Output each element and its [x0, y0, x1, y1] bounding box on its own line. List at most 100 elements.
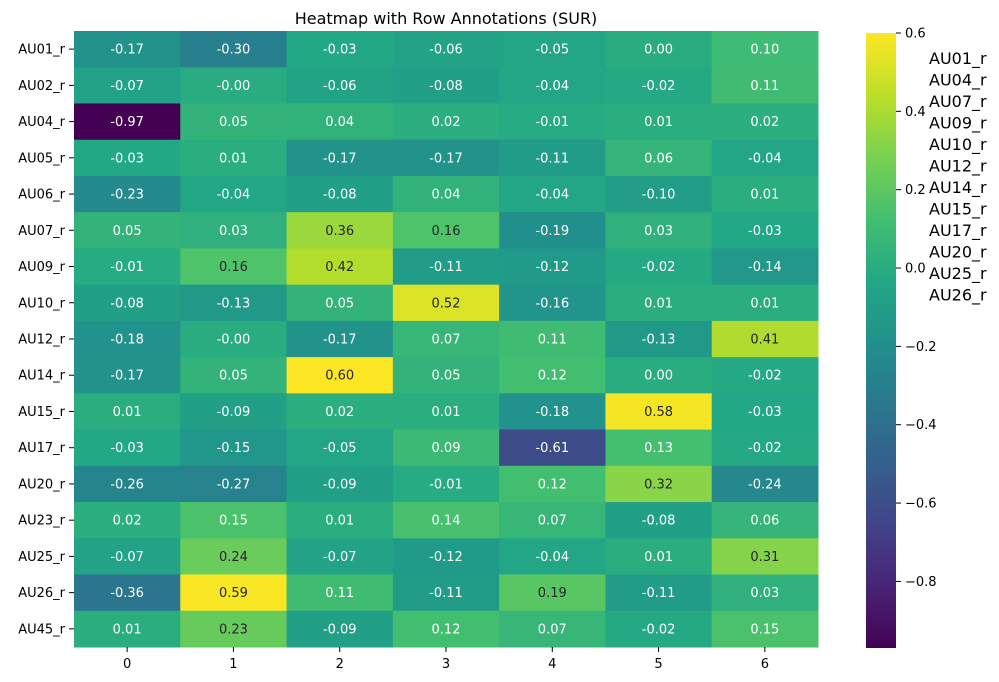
- heatmap-cell: [499, 31, 606, 68]
- row-tick-label: AU15_r: [18, 405, 65, 420]
- cell-value-label: 0.01: [644, 115, 673, 130]
- column-tick-label: 2: [336, 657, 344, 672]
- column-tick-labels: 0 1 2 3 4 5 6: [123, 647, 769, 672]
- heatmap-cell: [74, 284, 181, 322]
- heatmap-cell: [180, 393, 288, 431]
- cell-value-label: 0.12: [538, 369, 567, 384]
- cell-value-label: -0.13: [642, 333, 676, 348]
- cell-value-label: -0.08: [642, 514, 676, 529]
- heatmap-cell: [392, 212, 500, 249]
- heatmap-cell: [180, 284, 288, 322]
- cell-value-label: -0.18: [535, 405, 569, 420]
- cell-value-label: -0.09: [217, 405, 251, 420]
- heatmap-cell: [180, 538, 288, 576]
- heatmap-cell: [74, 610, 181, 648]
- cell-value-label: 0.07: [432, 333, 461, 348]
- legend-entry: AU01_r: [929, 49, 987, 69]
- heatmap-cell: [711, 175, 819, 213]
- legend-entry: AU07_r: [929, 92, 987, 112]
- heatmap-cell: [74, 357, 181, 394]
- cell-value-label: 0.16: [219, 260, 248, 275]
- heatmap-cell: [392, 502, 500, 539]
- colorbar-tick-label: −0.2: [905, 340, 937, 355]
- row-tick-label: AU26_r: [18, 586, 65, 601]
- heatmap-cell: [286, 175, 394, 213]
- heatmap-cell: [711, 320, 819, 358]
- cell-value-label: -0.01: [110, 260, 144, 275]
- heatmap-cell: [711, 357, 819, 394]
- cell-value-label: 0.11: [538, 333, 567, 348]
- cell-value-label: -0.12: [429, 550, 463, 565]
- heatmap-cell: [499, 429, 606, 467]
- cell-value-label: -0.18: [110, 333, 144, 348]
- colorbar-tick-label: 0.2: [905, 183, 926, 198]
- heatmap-cell: [711, 139, 819, 177]
- colorbar-tick-label: −0.4: [905, 418, 937, 433]
- cell-value-label: -0.11: [429, 260, 463, 275]
- heatmap-cell: [286, 610, 394, 648]
- cell-value-label: 0.06: [644, 151, 673, 166]
- cell-value-label: -0.08: [110, 296, 144, 311]
- cell-value-label: 0.03: [750, 586, 779, 601]
- heatmap-cell: [180, 320, 288, 358]
- heatmap-cell: [180, 502, 288, 539]
- heatmap-cell: [499, 502, 606, 539]
- heatmap-cell: [605, 284, 713, 322]
- heatmap-cell: [605, 67, 713, 104]
- heatmap-cell: [180, 465, 288, 503]
- cell-value-label: -0.07: [110, 79, 144, 94]
- cell-value-label: -0.61: [535, 441, 569, 456]
- colorbar-tick-label: −0.8: [905, 575, 937, 590]
- column-tick-label: 4: [548, 657, 556, 672]
- row-tick-label: AU05_r: [18, 151, 65, 166]
- heatmap-cell: [74, 429, 181, 467]
- cell-value-label: -0.04: [748, 151, 782, 166]
- heatmap-cell: [711, 465, 819, 503]
- cell-value-label: 0.01: [113, 622, 142, 637]
- heatmap-cell: [499, 139, 606, 177]
- cell-value-label: 0.01: [432, 405, 461, 420]
- heatmap-cell: [711, 103, 819, 141]
- heatmap-cell: [286, 67, 394, 104]
- colorbar-tick-label: 0.0: [905, 262, 926, 277]
- cell-value-label: 0.24: [219, 550, 248, 565]
- cell-value-label: -0.00: [217, 333, 251, 348]
- cell-value-label: -0.13: [217, 296, 251, 311]
- cell-value-label: 0.11: [325, 586, 354, 601]
- heatmap-cell: [711, 31, 819, 68]
- cell-value-label: -0.04: [535, 550, 569, 565]
- cell-value-label: -0.03: [323, 43, 357, 58]
- heatmap-cell: [286, 248, 394, 286]
- heatmap-cell: [392, 429, 500, 467]
- cell-value-label: -0.05: [535, 43, 569, 58]
- heatmap-cell: [499, 248, 606, 286]
- heatmap-cell: [392, 175, 500, 213]
- heatmap-cell: [605, 393, 713, 431]
- cell-value-label: -0.97: [110, 115, 144, 130]
- cell-value-label: 0.07: [538, 514, 567, 529]
- cell-value-label: 0.01: [325, 514, 354, 529]
- heatmap-cell: [74, 538, 181, 576]
- colorbar: 0.6 0.4 0.2 0.0 −0.2 −0.4 −0.6 −0.8: [866, 27, 937, 648]
- heatmap-cell: [286, 103, 394, 141]
- cell-value-label: 0.36: [325, 224, 354, 239]
- heatmap-cell: [286, 320, 394, 358]
- heatmap-cell: [711, 538, 819, 576]
- cell-value-label: -0.14: [748, 260, 782, 275]
- cell-value-label: 0.01: [644, 550, 673, 565]
- cell-value-label: 0.12: [432, 622, 461, 637]
- cell-value-label: -0.07: [110, 550, 144, 565]
- heatmap-cell: [74, 67, 181, 104]
- row-tick-label: AU09_r: [18, 260, 65, 275]
- cell-value-label: -0.10: [642, 188, 676, 203]
- cell-value-label: -0.03: [748, 224, 782, 239]
- heatmap-cell: [392, 610, 500, 648]
- cell-value-label: -0.05: [323, 441, 357, 456]
- heatmap-cell: [605, 320, 713, 358]
- heatmap-cell: [605, 139, 713, 177]
- row-tick-label: AU25_r: [18, 550, 65, 565]
- cell-value-label: -0.27: [217, 477, 251, 492]
- heatmap-cell: [286, 284, 394, 322]
- cell-value-label: 0.02: [750, 115, 779, 130]
